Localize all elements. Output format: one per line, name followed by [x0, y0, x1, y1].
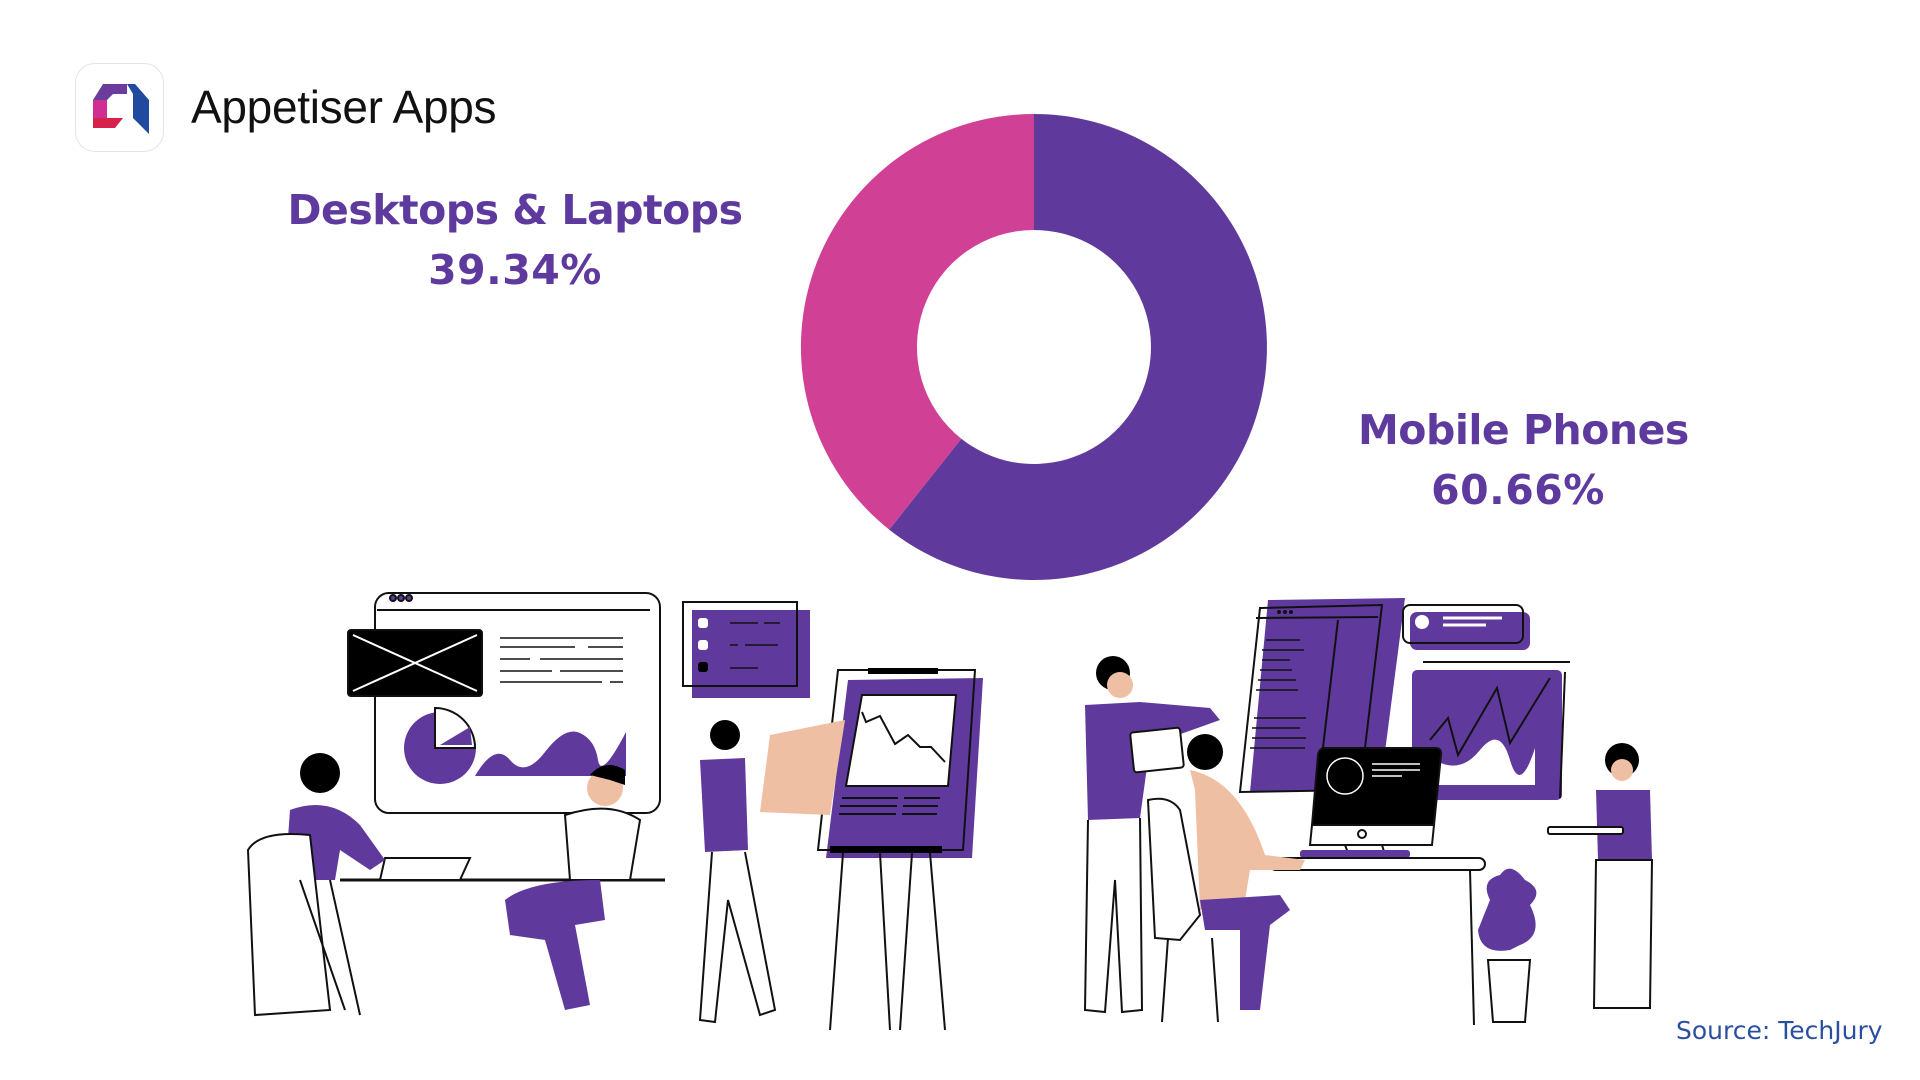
mobile-category-name: Mobile Phones — [1358, 406, 1689, 454]
person-presenting-illustration — [698, 720, 845, 1024]
appetiser-logo-icon — [93, 84, 149, 134]
potted-plant-illustration — [1478, 868, 1537, 1023]
brand-name: Appetiser Apps — [191, 81, 497, 133]
meeting-table-illustration — [246, 753, 665, 1017]
mobile-share-label: Mobile Phones 60.66% — [1358, 400, 1689, 520]
code-editor-screen-illustration — [1238, 598, 1405, 794]
desktop-category-name: Desktops & Laptops — [287, 186, 744, 234]
office-illustration — [246, 592, 1654, 1031]
dashboard-board-illustration — [347, 592, 661, 814]
checklist-card-illustration — [682, 601, 810, 698]
donut-slice-mobile — [889, 114, 1267, 580]
growth-chart-panel-illustration — [1412, 661, 1570, 800]
desktop-percentage: 39.34% — [428, 246, 602, 294]
person-seated-at-computer-illustration — [1146, 734, 1305, 1023]
donut-slice-desktop — [800, 114, 1034, 530]
easel-chart-illustration — [816, 668, 983, 1031]
person-with-tablet-illustration — [1547, 743, 1654, 1009]
mobile-percentage: 60.66% — [1431, 466, 1605, 514]
notification-badge-illustration — [1402, 604, 1530, 650]
source-citation: Source: TechJury — [1676, 1016, 1883, 1045]
person-pointing-illustration — [1083, 656, 1220, 1014]
app-logo — [75, 63, 164, 152]
donut-chart — [800, 114, 1267, 580]
desktop-share-label: Desktops & Laptops 39.34% — [285, 180, 745, 300]
